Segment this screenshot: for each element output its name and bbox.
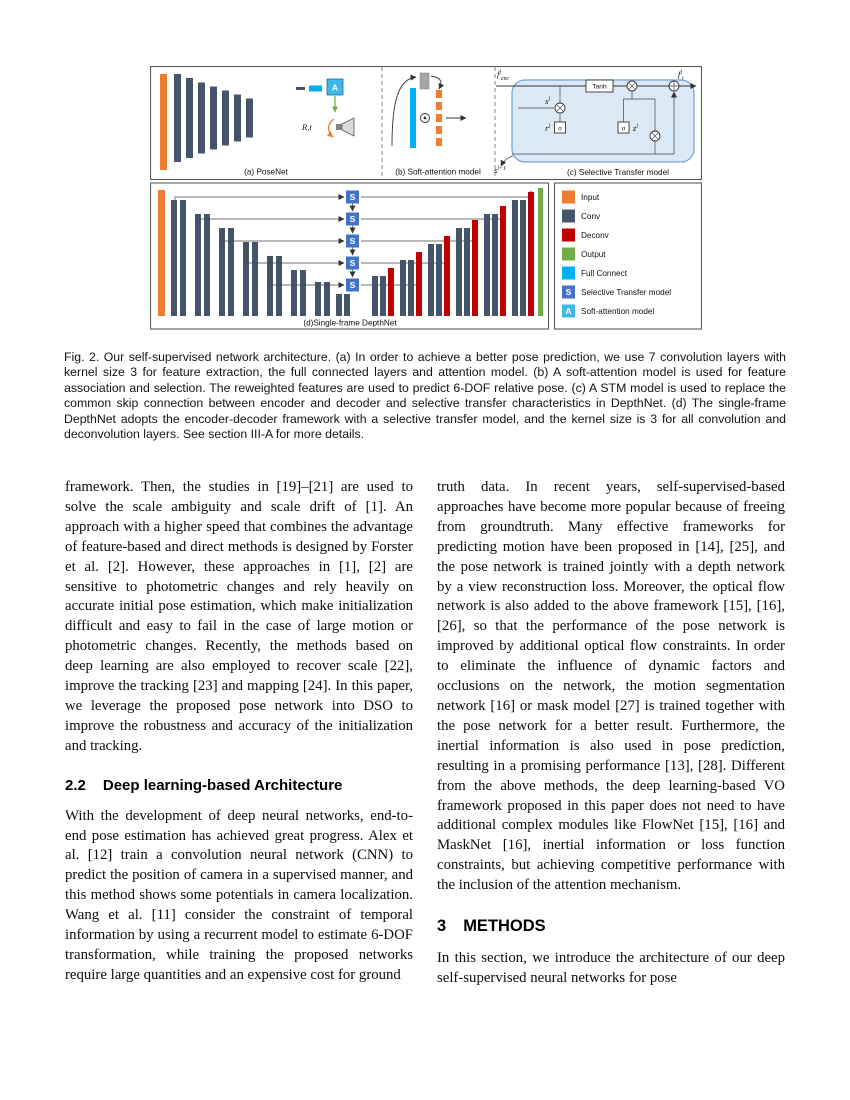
legend-swatch-full-connect: [562, 266, 575, 280]
panel-soft-attention: (b) Soft-attention model: [391, 72, 481, 177]
stm-letter: S: [350, 258, 356, 268]
right-column: truth data. In recent years, self-superv…: [437, 478, 785, 989]
stm-letter: S: [350, 236, 356, 246]
section-heading-3: 3 METHODS: [437, 917, 785, 937]
feature-bar: [410, 88, 416, 148]
f-enc-label: flenc: [497, 69, 509, 82]
figure-2-canvas: A R,t (a) PoseNet: [149, 65, 703, 330]
legend-swatch-stm: [562, 285, 575, 299]
figure-legend: Input Conv Deconv Output Full Connect S …: [562, 190, 671, 318]
reweighted-feature-bar: [436, 90, 442, 146]
panel-d-border: [149, 182, 550, 330]
legend-label: Deconv: [581, 231, 610, 240]
panel-d-label: (d)Single-frame DepthNet: [303, 319, 397, 328]
s-next-label: sl+1: [494, 165, 506, 175]
panel-a-label: (a) PoseNet: [244, 168, 288, 177]
legend-label: Conv: [581, 212, 601, 221]
reset-gate-box: [554, 121, 566, 134]
section-title: Deep learning-based Architecture: [102, 776, 343, 794]
f-t-label: flt: [678, 69, 684, 82]
tanh-box: [585, 79, 614, 93]
pose-output-label: R,t: [301, 122, 312, 132]
legend-label: Full Connect: [581, 269, 628, 278]
dot-product-icon: [420, 113, 430, 123]
legend-swatch-input: [562, 190, 575, 204]
weight-apply-arrow: [430, 75, 445, 90]
posenet-fc-layer: [309, 85, 322, 92]
section-number: 3: [437, 917, 447, 936]
paragraph: truth data. In recent years, self-superv…: [437, 479, 785, 894]
multiply-icon: [649, 130, 661, 142]
paragraph: framework. Then, the studies in [19]–[21…: [65, 479, 413, 754]
legend-swatch-output: [562, 247, 575, 261]
top-row-border: [149, 65, 703, 181]
sigma-symbol: σ: [558, 125, 562, 133]
paragraph: With the development of deep neural netw…: [65, 807, 413, 983]
legend-stm-letter: S: [566, 287, 572, 297]
z-gate-label: zl: [632, 123, 638, 133]
depthnet-input-layer: [158, 190, 165, 316]
tanh-label: Tanh: [592, 84, 607, 91]
section-heading-2-2: 2.2 Deep learning-based Architecture: [65, 776, 413, 796]
legend-swatch-conv: [562, 209, 575, 223]
s-state-label: sl: [545, 96, 550, 106]
panel-selective-transfer: flenc flt σ rl sl Tanh: [494, 69, 697, 177]
add-icon: [668, 80, 680, 92]
depthnet-decoder-layers: [372, 188, 543, 316]
posenet-conv-layers: [174, 74, 253, 162]
legend-label: Selective Transfer model: [581, 288, 671, 297]
attention-box: [326, 78, 344, 96]
legend-attention-letter: A: [565, 306, 571, 316]
multiply-icon: [554, 102, 566, 114]
state-output-curve: [500, 155, 514, 167]
stm-letter: S: [350, 280, 356, 290]
legend-label: Soft-attention model: [581, 307, 654, 316]
section-number: 2.2: [65, 776, 86, 794]
rotation-arrow-icon: [326, 118, 335, 138]
multiply-icon: [626, 80, 638, 92]
figure-caption: Fig. 2. Our self-supervised network arch…: [64, 350, 786, 442]
sigma-symbol: σ: [622, 125, 626, 133]
weight-block: [419, 72, 430, 90]
depthnet-output-layer: [538, 188, 543, 316]
input-curve-arrow: [391, 74, 417, 147]
panel-c-label: (c) Selective Transfer model: [567, 168, 669, 177]
skip-connections-left: [174, 194, 345, 288]
panel-depthnet: S S S S S: [158, 188, 543, 328]
legend-label: Output: [581, 250, 606, 259]
stm-letter: S: [350, 192, 356, 202]
depthnet-encoder-layers: [171, 200, 350, 316]
panel-b-label: (b) Soft-attention model: [395, 168, 481, 177]
panel-posenet: A R,t (a) PoseNet: [160, 74, 355, 177]
figure-2: A R,t (a) PoseNet: [149, 65, 703, 330]
camera-icon: [326, 117, 355, 138]
stm-block-stack: S S S S S: [346, 190, 359, 292]
r-gate-label: rl: [545, 123, 550, 133]
left-column: framework. Then, the studies in [19]–[21…: [65, 478, 413, 986]
section-title: METHODS: [463, 917, 546, 936]
paragraph: In this section, we introduce the archit…: [437, 949, 785, 986]
legend-swatch-deconv: [562, 228, 575, 242]
legend-swatch-attention: [562, 304, 575, 318]
stm-letter: S: [350, 214, 356, 224]
legend-label: Input: [581, 193, 600, 202]
posenet-flatten-layer: [296, 87, 305, 90]
legend-border: [553, 182, 703, 330]
attention-letter: A: [332, 83, 338, 93]
